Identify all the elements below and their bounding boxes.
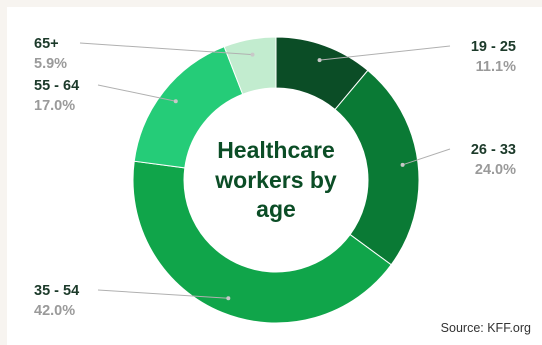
leader-lines <box>79 42 451 301</box>
chart-title-line-3: age <box>256 196 296 222</box>
slice-35-54 <box>132 160 392 324</box>
value-label-19-25: 11.1% <box>476 59 516 75</box>
leader-dot-55-64 <box>173 99 178 104</box>
category-label-35-54: 35 - 54 <box>34 283 79 299</box>
source-note: Source: KFF.org <box>441 321 531 335</box>
leader-line-55-64 <box>97 84 176 102</box>
category-label-65-plus: 65+ <box>34 36 59 52</box>
leader-line-65-plus <box>79 42 253 56</box>
donut-slices <box>132 36 420 324</box>
value-label-35-54: 42.0% <box>34 303 75 319</box>
slice-labels: 19 - 25 11.1% 26 - 33 24.0% 35 - 54 42.0% 55 -… <box>34 36 516 319</box>
leader-dot-26-33 <box>400 162 405 167</box>
slice-65-plus <box>223 36 277 95</box>
slice-26-33 <box>334 69 420 266</box>
leader-dot-35-54 <box>226 296 231 301</box>
category-label-55-64: 55 - 64 <box>34 78 79 94</box>
leader-line-26-33 <box>402 148 451 166</box>
chart-title-line-1: Healthcare <box>217 137 335 163</box>
category-label-19-25: 19 - 25 <box>471 39 516 55</box>
category-label-26-33: 26 - 33 <box>471 142 516 158</box>
chart-title-line-2: workers by <box>214 167 337 193</box>
leader-dot-65-plus <box>250 52 255 57</box>
value-label-55-64: 17.0% <box>34 98 75 114</box>
value-label-26-33: 24.0% <box>475 162 516 178</box>
leader-line-35-54 <box>97 289 229 299</box>
leader-dot-19-25 <box>317 58 322 63</box>
leader-line-19-25 <box>319 45 451 61</box>
value-label-65-plus: 5.9% <box>34 56 67 72</box>
